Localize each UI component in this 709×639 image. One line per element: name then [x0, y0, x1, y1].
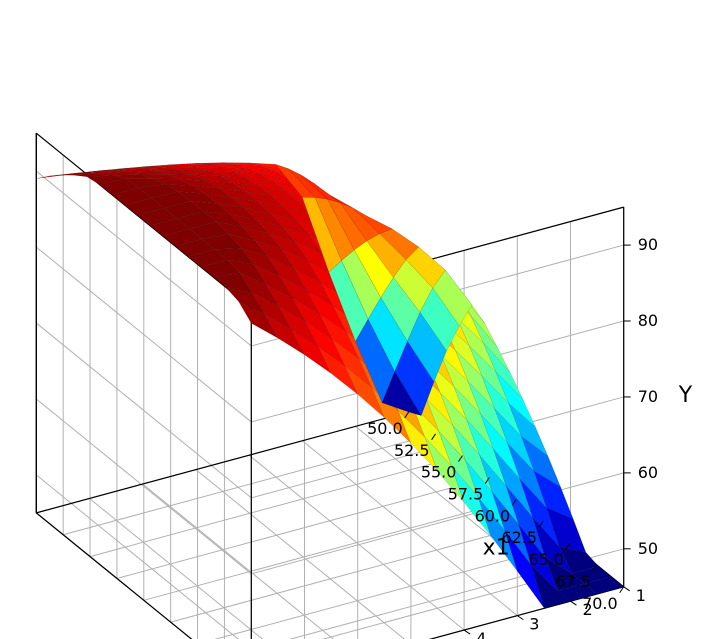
x1-tick: 52.5: [394, 441, 430, 460]
x1-tick: 57.5: [448, 485, 484, 504]
y-tick: 60: [638, 463, 658, 482]
surface-3d-chart: 50.052.555.057.560.062.565.067.570.0x112…: [0, 0, 709, 639]
x1-tick: 55.0: [421, 463, 457, 482]
y-tick: 50: [638, 539, 658, 558]
x1-tick: 65.0: [528, 550, 564, 569]
x1-axis-label: x1: [483, 535, 510, 560]
x3-tick: 4: [476, 629, 486, 639]
x1-tick: 60.0: [475, 506, 511, 525]
x3-tick: 3: [529, 615, 539, 634]
x3-tick: 1: [636, 586, 646, 605]
y-tick: 70: [638, 387, 658, 406]
x1-tick: 50.0: [367, 419, 403, 438]
y-axis-label: Y: [678, 383, 693, 408]
y-tick: 90: [638, 235, 658, 254]
x1-tick: 67.5: [555, 572, 591, 591]
y-tick: 80: [638, 311, 658, 330]
x3-tick: 2: [582, 600, 592, 619]
